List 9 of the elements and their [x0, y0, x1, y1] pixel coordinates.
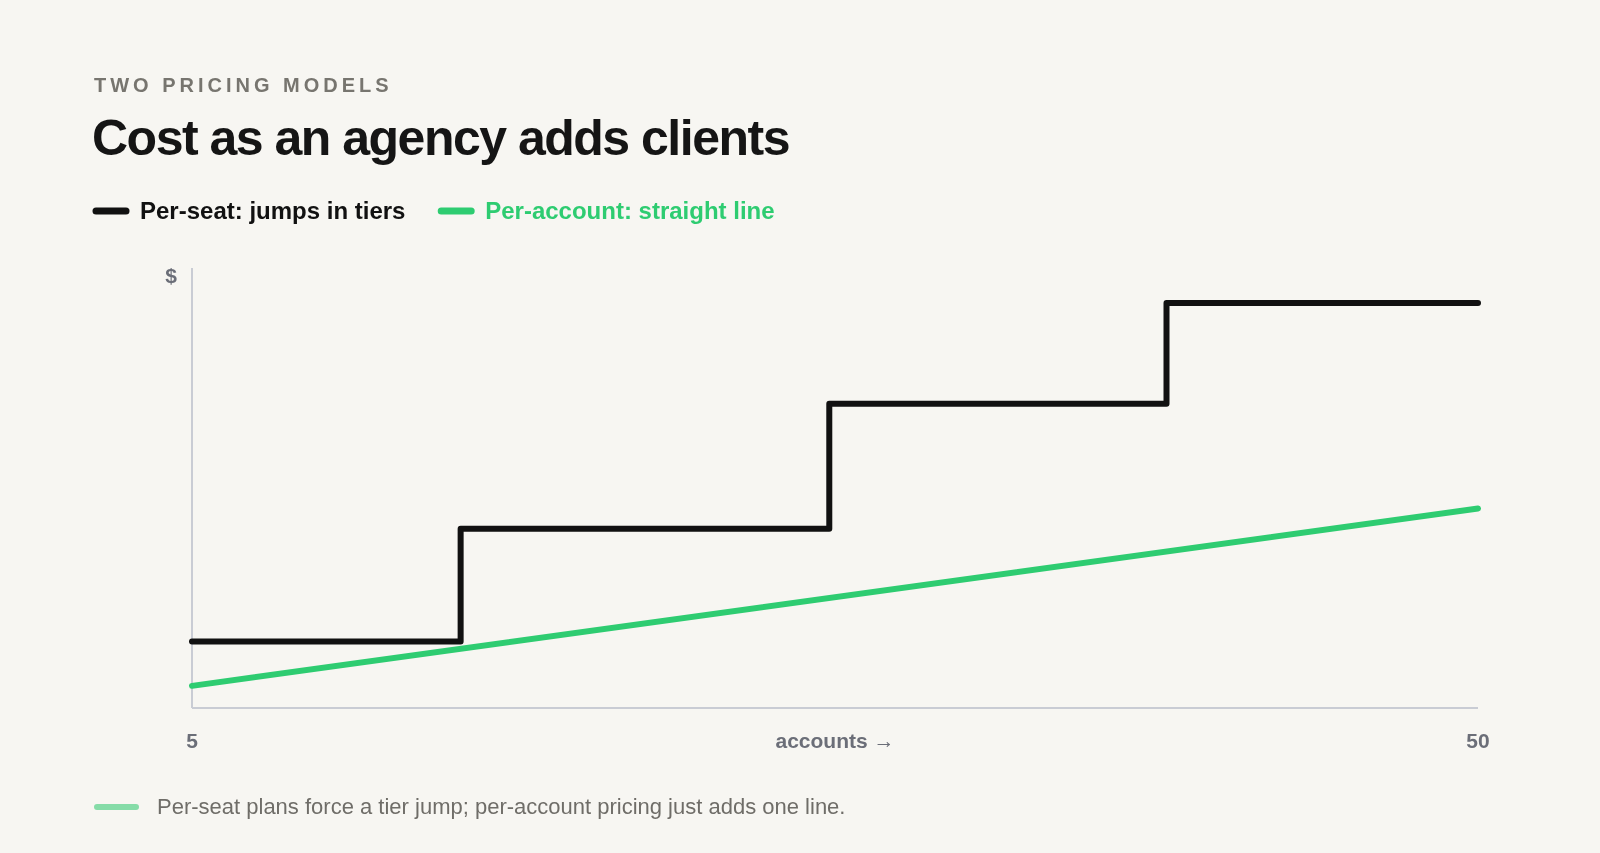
- x-axis-title: accounts →: [775, 729, 895, 752]
- x-tick-label: 50: [1466, 729, 1490, 752]
- text: Per-seat plans force a tier jump; per-account pricing just adds one line.: [157, 794, 846, 819]
- chart-subtitle: TWO PRICING MODELS: [94, 74, 393, 96]
- y-axis-title: $: [165, 264, 178, 287]
- x-tick-label: 5: [186, 729, 199, 752]
- legend-label: Per-account: straight line: [485, 197, 775, 224]
- legend-label: Per-seat: jumps in tiers: [140, 197, 406, 224]
- chart-title: Cost as an agency adds clients: [92, 110, 789, 166]
